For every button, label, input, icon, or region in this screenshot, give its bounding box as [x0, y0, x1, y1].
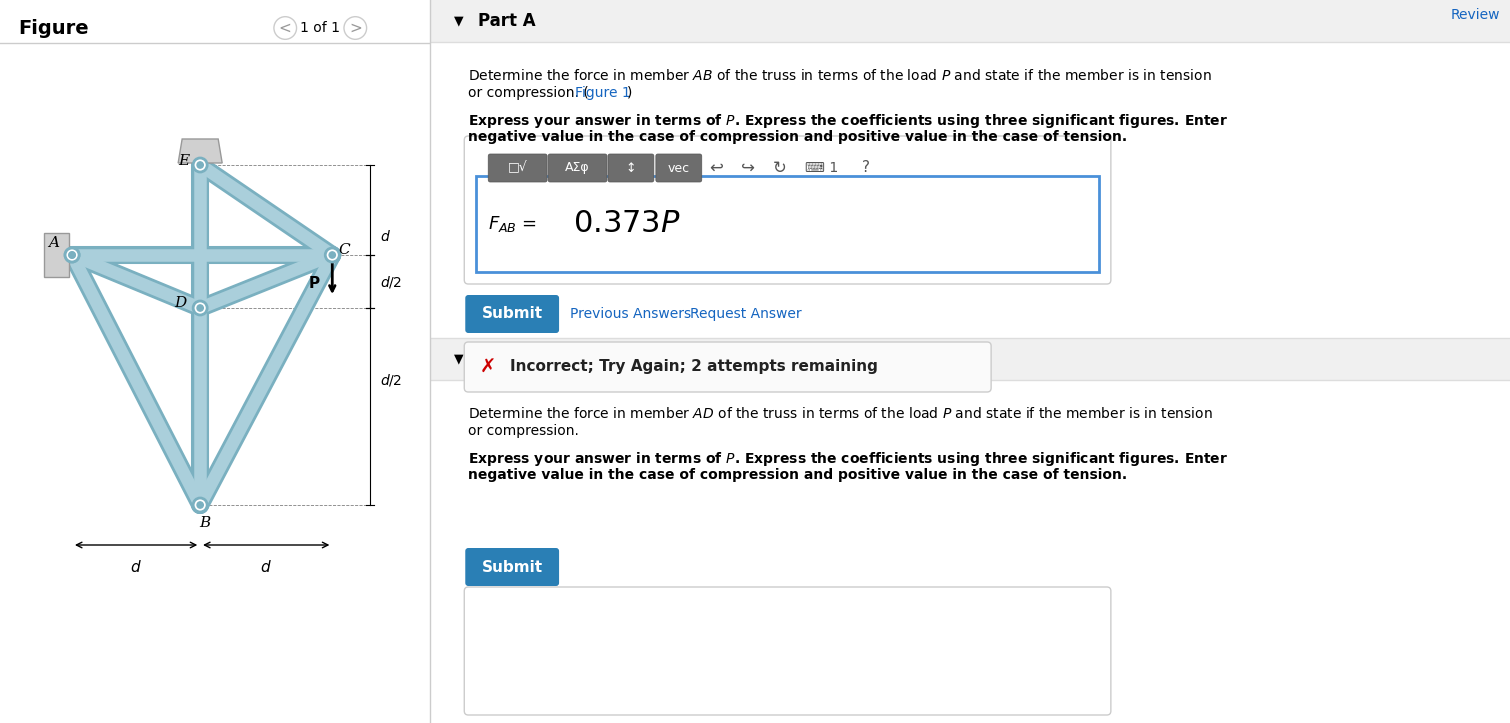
Text: ↕: ↕ — [625, 161, 636, 174]
Text: 1 of 1: 1 of 1 — [300, 21, 340, 35]
Circle shape — [193, 158, 207, 172]
FancyBboxPatch shape — [465, 548, 559, 586]
Text: Express your answer in terms of $P$. Express the coefficients using three signif: Express your answer in terms of $P$. Exp… — [468, 450, 1229, 468]
Text: Review: Review — [1451, 8, 1499, 22]
Text: Submit: Submit — [482, 560, 542, 575]
Text: ⌨ 1: ⌨ 1 — [805, 161, 838, 175]
FancyBboxPatch shape — [476, 176, 1099, 272]
Text: ↻: ↻ — [773, 159, 787, 177]
Text: Part B: Part B — [479, 350, 536, 368]
Text: or compression. (: or compression. ( — [468, 86, 589, 100]
Text: Express your answer in terms of $P$. Express the coefficients using three signif: Express your answer in terms of $P$. Exp… — [468, 112, 1229, 130]
FancyBboxPatch shape — [430, 0, 1510, 338]
Text: $d$: $d$ — [130, 559, 142, 575]
Text: Incorrect; Try Again; 2 attempts remaining: Incorrect; Try Again; 2 attempts remaini… — [510, 359, 877, 375]
Text: C: C — [338, 243, 350, 257]
Circle shape — [329, 252, 335, 258]
Circle shape — [196, 305, 204, 311]
Text: □√: □√ — [507, 161, 527, 174]
Text: B: B — [199, 516, 211, 530]
Text: A: A — [48, 236, 59, 250]
Text: Submit: Submit — [482, 307, 542, 322]
FancyBboxPatch shape — [430, 338, 1510, 380]
Text: <: < — [279, 20, 291, 35]
Text: ?: ? — [862, 161, 870, 176]
Text: E: E — [178, 154, 190, 168]
FancyBboxPatch shape — [488, 154, 547, 182]
Text: ✗: ✗ — [480, 357, 497, 377]
Polygon shape — [178, 139, 222, 163]
FancyBboxPatch shape — [430, 338, 1510, 723]
Text: D: D — [174, 296, 186, 310]
Text: ▼: ▼ — [453, 353, 464, 366]
Text: $d/2$: $d/2$ — [381, 273, 403, 289]
Text: Figure: Figure — [18, 19, 89, 38]
Circle shape — [69, 252, 76, 258]
Text: >: > — [349, 20, 362, 35]
Text: ▼: ▼ — [453, 14, 464, 27]
Text: negative value in the case of compression and positive value in the case of tens: negative value in the case of compressio… — [468, 468, 1128, 482]
Text: $d$: $d$ — [260, 559, 272, 575]
Text: ΑΣφ: ΑΣφ — [565, 161, 590, 174]
Circle shape — [196, 502, 204, 508]
Circle shape — [193, 498, 207, 512]
Text: $d/2$: $d/2$ — [381, 372, 403, 388]
Circle shape — [325, 248, 340, 262]
FancyBboxPatch shape — [609, 154, 654, 182]
Text: Previous Answers: Previous Answers — [571, 307, 692, 321]
Text: $\mathbf{P}$: $\mathbf{P}$ — [308, 275, 320, 291]
Text: $F_{AB}$ =: $F_{AB}$ = — [488, 214, 539, 234]
Text: vec: vec — [667, 161, 690, 174]
Text: ↪: ↪ — [741, 159, 755, 177]
FancyBboxPatch shape — [465, 295, 559, 333]
Text: Determine the force in member $AB$ of the truss in terms of the load $P$ and sta: Determine the force in member $AB$ of th… — [468, 68, 1213, 83]
Text: Determine the force in member $AD$ of the truss in terms of the load $P$ and sta: Determine the force in member $AD$ of th… — [468, 406, 1213, 421]
FancyBboxPatch shape — [464, 342, 991, 392]
Text: or compression.: or compression. — [468, 424, 580, 438]
Text: Request Answer: Request Answer — [690, 307, 802, 321]
Text: negative value in the case of compression and positive value in the case of tens: negative value in the case of compressio… — [468, 130, 1128, 144]
Text: ↩: ↩ — [708, 159, 723, 177]
FancyBboxPatch shape — [464, 587, 1111, 715]
Text: $0.373P$: $0.373P$ — [572, 208, 681, 239]
Text: ): ) — [627, 86, 633, 100]
Circle shape — [193, 301, 207, 315]
FancyBboxPatch shape — [464, 136, 1111, 284]
Circle shape — [69, 252, 76, 258]
Text: Figure 1: Figure 1 — [575, 86, 631, 100]
FancyBboxPatch shape — [430, 0, 1510, 42]
Circle shape — [65, 248, 79, 262]
Circle shape — [65, 248, 79, 262]
FancyBboxPatch shape — [548, 154, 607, 182]
FancyBboxPatch shape — [655, 154, 702, 182]
Polygon shape — [44, 233, 69, 277]
Text: $d$: $d$ — [381, 229, 391, 244]
Text: Part A: Part A — [479, 12, 536, 30]
Circle shape — [196, 162, 204, 168]
